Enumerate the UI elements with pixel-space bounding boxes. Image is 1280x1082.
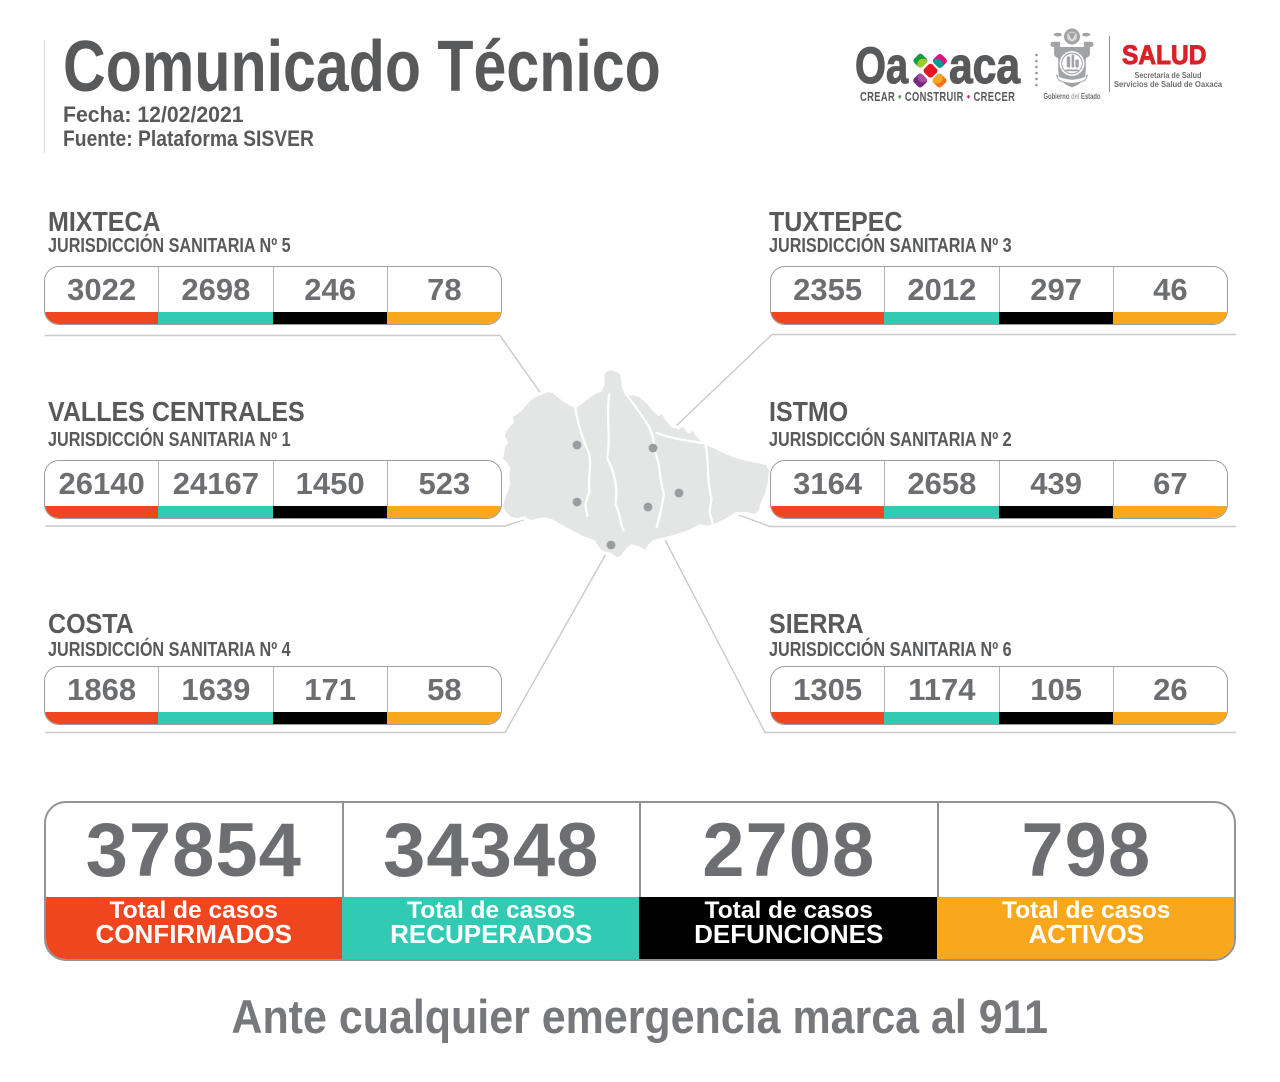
svg-text:Gobierno del Estado: Gobierno del Estado	[1044, 92, 1101, 101]
